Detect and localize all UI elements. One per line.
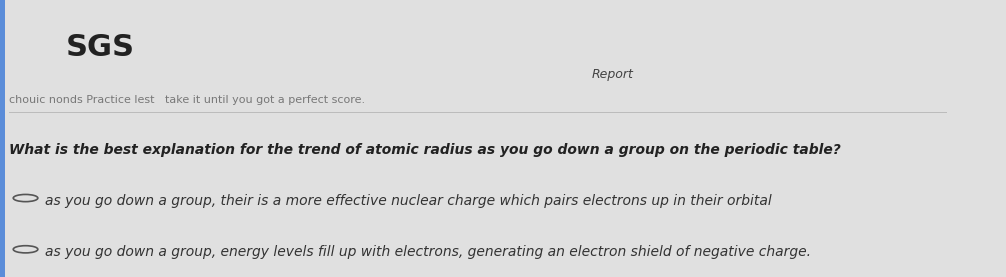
Text: Report: Report	[592, 68, 633, 81]
Text: SGS: SGS	[66, 33, 135, 62]
FancyBboxPatch shape	[0, 0, 5, 277]
Text: as you go down a group, their is a more effective nuclear charge which pairs ele: as you go down a group, their is a more …	[45, 194, 773, 208]
Text: as you go down a group, energy levels fill up with electrons, generating an elec: as you go down a group, energy levels fi…	[45, 245, 812, 259]
Text: chouic nonds Practice lest   take it until you got a perfect score.: chouic nonds Practice lest take it until…	[9, 95, 365, 105]
Text: What is the best explanation for the trend of atomic radius as you go down a gro: What is the best explanation for the tre…	[9, 143, 841, 157]
